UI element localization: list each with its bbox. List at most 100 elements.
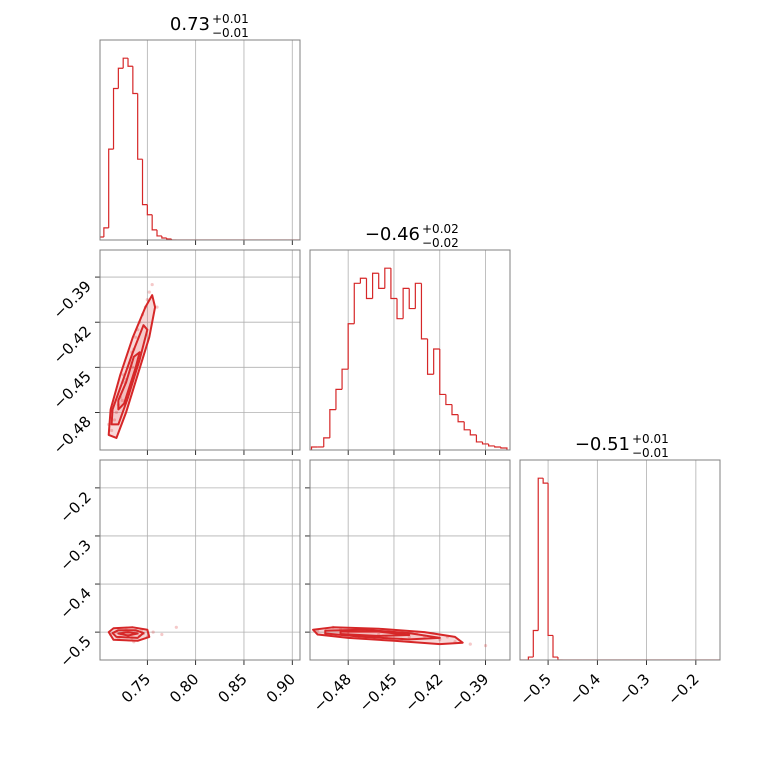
histogram-bin [390,268,398,300]
histogram-bin [408,288,416,310]
panel: 0.73 +0.01−0.01 [99,12,301,245]
histogram-bin [433,348,440,375]
histogram-bin [329,408,336,438]
panel-plot [100,460,300,660]
histogram-bin [156,229,162,237]
histogram-bin [532,629,539,658]
panel: −0.39−0.42−0.45−0.48 [50,249,301,458]
histogram-bin [132,66,138,95]
contour [117,351,141,411]
panel-plot [100,250,300,450]
sample-point [151,630,155,634]
panel-plot [520,460,720,660]
histogram-bin [127,58,133,67]
histogram-bin [439,348,446,396]
panel-title: 0.73 [170,14,210,35]
sample-point [112,418,117,422]
sample-point [316,629,320,633]
sample-point [150,282,154,287]
y-tick-label: −0.3 [56,536,94,574]
title-upper: +0.01 [212,12,249,26]
panel-plot [100,40,300,240]
histogram-bin [537,477,544,631]
histogram-bin [500,446,508,450]
histogram-bin [527,656,534,660]
histogram-bin [353,282,361,324]
histogram-bin [426,338,434,375]
x-tick-label: −0.48 [310,670,355,715]
panel-frame [309,249,511,451]
sample-point [468,642,472,646]
y-tick-label: −0.5 [56,632,94,670]
panel-frame [99,39,301,241]
x-tick-label: 0.90 [263,670,299,706]
panel-title: −0.51 [575,434,630,455]
x-tick-label: −0.3 [615,670,653,708]
histogram-bin [451,404,459,416]
x-tick-label: −0.2 [664,670,702,708]
histogram-bin [117,67,124,89]
histogram-bin [112,87,119,150]
histogram-bin [378,273,385,289]
y-tick-label: −0.45 [50,367,95,412]
contour [110,324,149,426]
sample-point [131,365,135,369]
x-tick-label: −0.5 [516,670,554,708]
sample-point [160,632,164,637]
x-tick-label: 0.85 [214,670,250,706]
histogram-bin [475,434,483,443]
contour [117,631,139,637]
histogram-bin [122,57,129,69]
sample-point [155,305,159,309]
histogram-bin [420,283,428,340]
histogram-bin [481,441,489,445]
title-upper: +0.02 [422,222,459,236]
panel-frame [99,249,301,451]
histogram-bin [151,214,158,231]
histogram-bin [137,93,143,160]
panel-plot [310,460,510,660]
histogram-bin [310,446,318,450]
histogram-bin [542,478,549,484]
histogram-bin [494,445,501,448]
histogram-bin [365,278,373,300]
x-tick-label: 0.75 [118,670,154,706]
x-tick-label: −0.39 [447,670,492,715]
histogram-bin [161,235,167,239]
y-tick-label: −0.42 [50,322,95,367]
y-tick-label: −0.39 [50,277,95,322]
panel-plot [310,250,508,450]
panel: −0.48 −0.45 −0.42 −0.39 [305,459,511,715]
title-lower: −0.02 [422,236,459,250]
panel-frame [519,459,721,661]
sample-point [407,635,411,639]
histogram-bin [488,443,495,447]
histogram-bin [347,323,355,370]
histogram-bin [547,483,554,637]
panel: 0.75 0.80 0.85 0.90 −0.2 −0.3 −0.4 −0.5 [56,459,301,706]
x-tick-label: 0.80 [166,670,202,706]
histogram-bin [323,437,330,447]
histogram-bin [335,388,343,410]
title-lower: −0.01 [212,26,249,40]
sample-point [120,398,124,402]
histogram-bin [371,272,379,299]
panel-title: −0.46 [365,224,420,245]
sample-point [109,428,114,433]
y-tick-label: −0.2 [56,488,94,526]
histogram-bin [414,282,422,309]
histogram-bin [108,148,114,228]
histogram-bin [457,414,465,423]
histogram-bin [463,421,471,431]
sample-point [114,410,119,415]
panel-frame [99,459,301,661]
histogram-bin [359,277,367,284]
title-upper: +0.01 [632,432,669,446]
histogram-bin [396,298,404,320]
sample-point [147,290,151,294]
histogram-bin [141,159,148,206]
sample-point [174,625,178,629]
histogram-bin [170,238,177,240]
panel: −0.5 −0.4 −0.3 −0.2 −0.51 +0.01−0.01 [516,432,721,709]
